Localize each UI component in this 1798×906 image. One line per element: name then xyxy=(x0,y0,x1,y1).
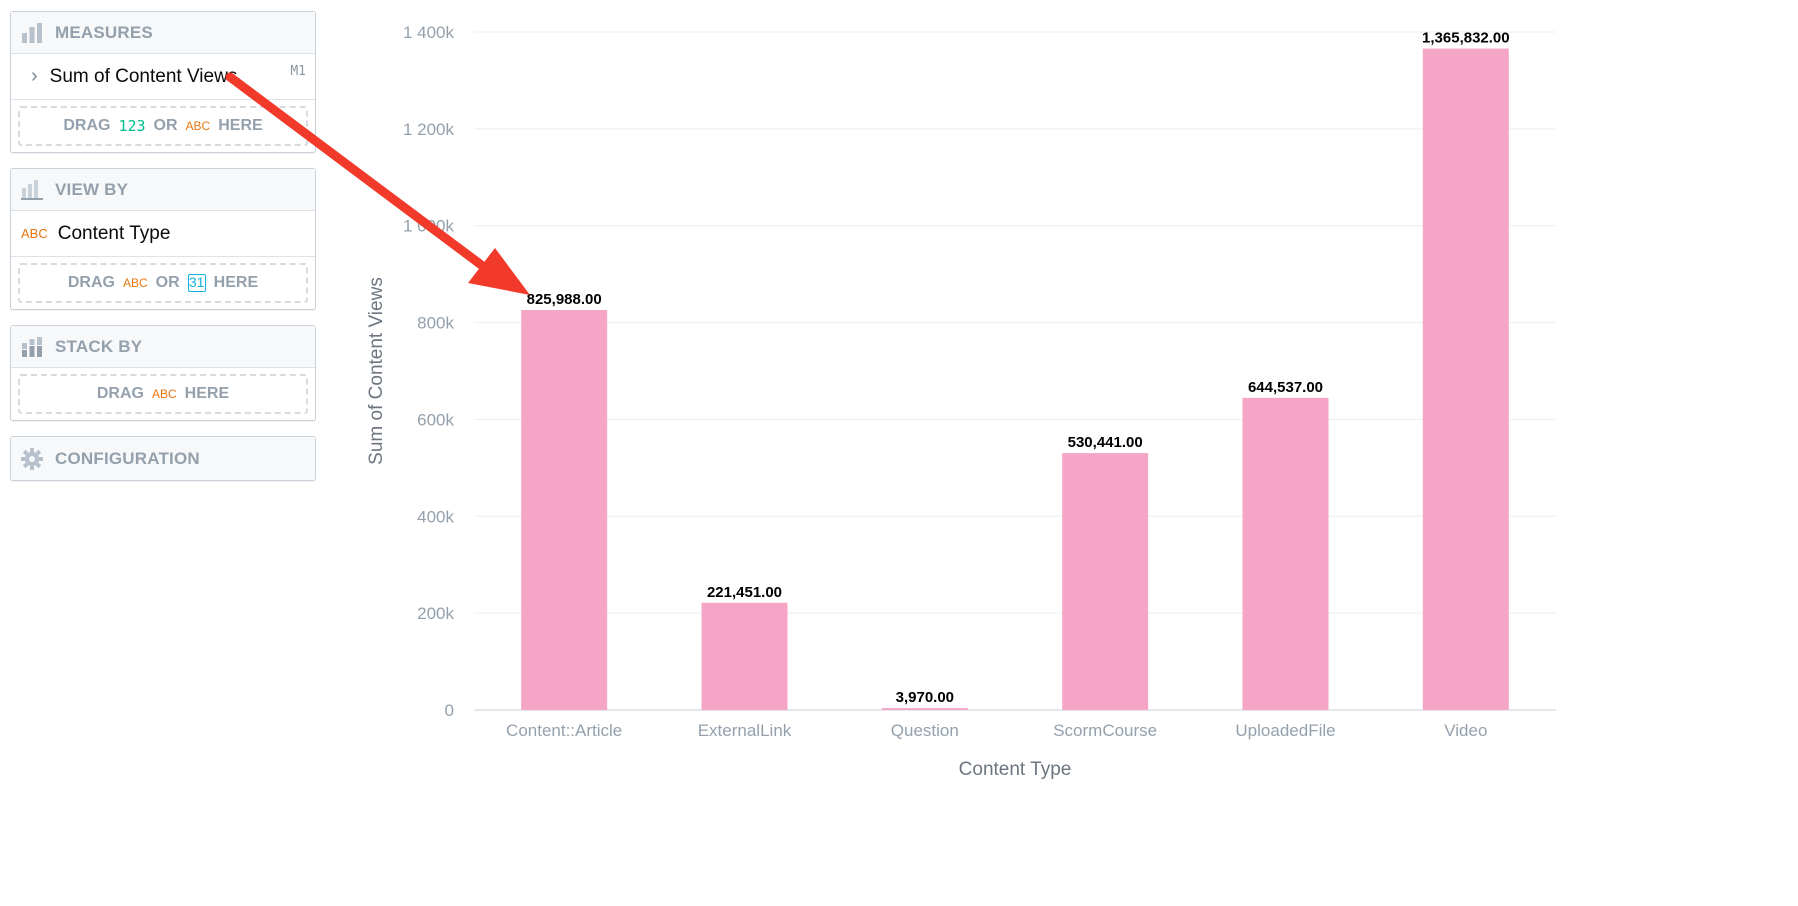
measure-item[interactable]: › Sum of Content Views M1 xyxy=(11,54,315,100)
y-tick-label: 1 200k xyxy=(403,120,455,139)
data-label: 1,365,832.00 xyxy=(1422,30,1510,47)
calendar-icon: 31 xyxy=(187,274,206,292)
y-tick-label: 600k xyxy=(417,410,454,429)
y-axis-title: Sum of Content Views xyxy=(366,277,387,465)
y-tick-label: 1 000k xyxy=(403,217,455,236)
view-by-item-label: Content Type xyxy=(57,222,171,244)
measures-header: MEASURES xyxy=(11,12,315,54)
x-tick-label: ScormCourse xyxy=(1053,721,1157,740)
dropzone-text: HERE xyxy=(213,274,259,291)
chevron-right-icon[interactable]: › xyxy=(31,65,38,87)
numeric-icon: 123 xyxy=(118,117,146,135)
dropzone-text: DRAG xyxy=(67,274,115,291)
dropzone-text: DRAG xyxy=(63,117,111,134)
measures-bucket: MEASURES › Sum of Content Views M1 DRAG … xyxy=(10,11,316,153)
x-tick-label: UploadedFile xyxy=(1235,721,1335,740)
bar[interactable] xyxy=(881,708,968,710)
dropzone-text: HERE xyxy=(184,385,230,402)
y-tick-label: 400k xyxy=(417,507,454,526)
attribute-icon: ABC xyxy=(21,226,48,241)
data-label: 3,970.00 xyxy=(896,689,954,706)
stack-by-header: STACK BY xyxy=(11,326,315,368)
y-tick-label: 0 xyxy=(445,701,454,720)
y-tick-label: 800k xyxy=(417,314,454,333)
measures-title: MEASURES xyxy=(55,22,153,42)
x-tick-label: Video xyxy=(1444,721,1487,740)
data-label: 530,441.00 xyxy=(1068,434,1143,451)
attribute-icon: ABC xyxy=(185,119,211,133)
measures-dropzone[interactable]: DRAG 123 OR ABC HERE xyxy=(18,106,308,146)
attribute-icon: ABC xyxy=(122,276,148,290)
y-tick-label: 1 400k xyxy=(403,23,455,42)
data-label: 221,451.00 xyxy=(707,584,782,601)
dropzone-text: OR xyxy=(153,117,178,134)
bucket-panel: MEASURES › Sum of Content Views M1 DRAG … xyxy=(10,11,316,496)
bar[interactable] xyxy=(1422,48,1509,711)
bar[interactable] xyxy=(1242,397,1329,710)
bar[interactable] xyxy=(701,602,788,710)
bars xyxy=(521,48,1509,711)
x-axis-ticks: Content::Article ExternalLink Question Scor… xyxy=(506,721,1487,740)
measure-badge: M1 xyxy=(290,64,306,79)
y-axis-ticks: 0 200k 400k 600k 800k 1 000k 1 200k 1 400k xyxy=(403,23,455,720)
dropzone-text: HERE xyxy=(218,117,263,134)
x-axis-title: Content Type xyxy=(959,759,1072,780)
attribute-icon: ABC xyxy=(151,387,177,401)
configuration-header[interactable]: CONFIGURATION xyxy=(11,437,315,480)
stack-by-dropzone[interactable]: DRAG ABC HERE xyxy=(18,374,308,414)
stacked-bar-icon xyxy=(21,336,43,358)
data-label: 825,988.00 xyxy=(527,291,602,308)
data-labels: 825,988.00 221,451.00 3,970.00 530,441.00 64… xyxy=(527,30,1510,707)
view-by-dropzone[interactable]: DRAG ABC OR 31 HERE xyxy=(18,263,308,303)
view-by-title: VIEW BY xyxy=(55,179,129,199)
view-by-bucket: VIEW BY ABC Content Type DRAG ABC OR 31 … xyxy=(10,168,316,310)
measure-item-label: Sum of Content Views xyxy=(49,65,238,87)
dropzone-text: DRAG xyxy=(96,385,144,402)
bar-chart-icon xyxy=(21,22,43,44)
view-by-header: VIEW BY xyxy=(11,169,315,211)
data-label: 644,537.00 xyxy=(1248,379,1323,396)
configuration-bucket[interactable]: CONFIGURATION xyxy=(10,436,316,481)
bar-chart: 0 200k 400k 600k 800k 1 000k 1 200k 1 400k 825,… xyxy=(366,23,1556,780)
x-tick-label: ExternalLink xyxy=(698,721,792,740)
x-tick-label: Question xyxy=(891,721,959,740)
grid-lines xyxy=(474,31,1556,711)
gear-icon xyxy=(21,447,43,470)
bar[interactable] xyxy=(521,309,608,710)
stack-by-bucket: STACK BY DRAG ABC HERE xyxy=(10,325,316,421)
x-tick-label: Content::Article xyxy=(506,721,622,740)
configuration-title: CONFIGURATION xyxy=(55,448,200,468)
view-by-icon xyxy=(21,179,43,201)
stack-by-title: STACK BY xyxy=(55,336,143,356)
dropzone-text: OR xyxy=(155,274,180,291)
view-by-item[interactable]: ABC Content Type xyxy=(11,211,315,257)
y-tick-label: 200k xyxy=(417,604,454,623)
bar[interactable] xyxy=(1062,453,1149,710)
